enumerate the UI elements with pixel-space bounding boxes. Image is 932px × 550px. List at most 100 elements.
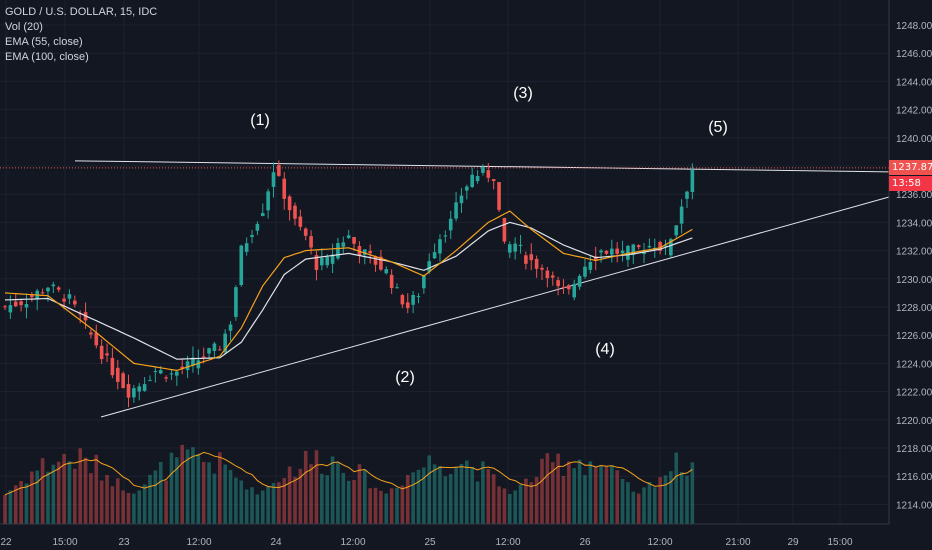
volume-bar bbox=[373, 487, 378, 524]
volume-bar bbox=[658, 477, 662, 524]
volume-bar bbox=[357, 464, 362, 524]
time-axis[interactable]: 22 15:00 23 12:00 24 12:00 25 12:00 26 12:00 21:00… bbox=[0, 523, 889, 548]
candle-body bbox=[663, 245, 668, 247]
volume-bar bbox=[46, 471, 50, 524]
candle-body bbox=[110, 357, 115, 376]
candle-body bbox=[561, 286, 566, 288]
candle-body bbox=[169, 373, 174, 375]
candle-body bbox=[158, 370, 163, 374]
volume-bar bbox=[443, 476, 448, 524]
candle-body bbox=[244, 243, 249, 252]
volume-bar bbox=[647, 482, 652, 524]
volume-bar bbox=[561, 476, 566, 524]
candle-body bbox=[99, 345, 104, 360]
volume-bar bbox=[604, 466, 609, 524]
candle-body bbox=[105, 353, 109, 356]
volume-bar bbox=[448, 473, 453, 524]
candle-body bbox=[373, 256, 378, 265]
candle-body bbox=[572, 283, 577, 298]
volume-bar bbox=[389, 488, 394, 524]
candle-body bbox=[126, 384, 131, 398]
candle-body bbox=[223, 333, 227, 353]
candle-body bbox=[422, 275, 426, 289]
volume-bar bbox=[481, 461, 485, 524]
volume-bar bbox=[19, 481, 23, 524]
price-tick-label: 1242.00 bbox=[896, 106, 932, 117]
volume-bar bbox=[191, 447, 195, 524]
wave-label: (5) bbox=[708, 119, 728, 136]
volume-bar bbox=[642, 487, 646, 524]
volume-bar bbox=[207, 462, 211, 524]
volume-bar bbox=[51, 464, 56, 524]
time-tick-label: 23 bbox=[118, 537, 130, 548]
volume-bar bbox=[83, 457, 88, 524]
time-tick-label: 12:00 bbox=[647, 537, 672, 548]
candle-body bbox=[507, 244, 512, 253]
candle-body bbox=[250, 235, 254, 237]
legend-symbol[interactable]: GOLD / U.S. DOLLAR, 15, IDC bbox=[5, 6, 158, 18]
wave-label: (1) bbox=[250, 112, 270, 129]
volume-bar bbox=[652, 487, 657, 524]
volume-bar bbox=[674, 452, 679, 524]
candle-body bbox=[368, 250, 372, 254]
volume-bar bbox=[169, 452, 174, 524]
volume-bar bbox=[271, 482, 276, 524]
candle-body bbox=[583, 266, 587, 277]
resistance-line bbox=[74, 160, 890, 173]
candle-body bbox=[346, 235, 351, 238]
candle-body bbox=[94, 332, 99, 346]
candle-body bbox=[475, 175, 480, 182]
volume-bar bbox=[67, 461, 72, 524]
candle-body bbox=[588, 261, 593, 270]
volume-bar bbox=[636, 493, 641, 524]
volume-bar bbox=[346, 480, 351, 524]
candle-body bbox=[669, 239, 673, 256]
volume-bar bbox=[626, 482, 630, 524]
candle-body bbox=[255, 223, 260, 231]
volume-bar bbox=[540, 458, 544, 524]
volume-bar bbox=[228, 469, 233, 524]
volume-bar bbox=[30, 471, 34, 524]
volume-bar bbox=[40, 458, 45, 524]
volume-bar bbox=[314, 450, 319, 524]
price-tick-label: 1246.00 bbox=[896, 49, 932, 60]
ema100-line bbox=[4, 221, 693, 360]
legend-ema55[interactable]: EMA (55, close) bbox=[5, 36, 83, 48]
candle-body bbox=[228, 324, 233, 331]
volume-bar bbox=[234, 477, 238, 524]
candle-body bbox=[239, 245, 244, 285]
candlestick-series bbox=[3, 160, 695, 408]
volume-bar bbox=[255, 494, 260, 524]
volume-bar bbox=[132, 493, 136, 524]
candle-body bbox=[352, 237, 356, 244]
volume-bar bbox=[99, 480, 104, 524]
candle-body bbox=[336, 243, 340, 259]
volume-bar bbox=[588, 461, 593, 524]
candle-body bbox=[405, 302, 410, 309]
legend-ema100[interactable]: EMA (100, close) bbox=[5, 51, 89, 63]
candle-body bbox=[132, 388, 136, 398]
candle-body bbox=[518, 244, 523, 247]
candle-body bbox=[362, 249, 367, 255]
legend-volume[interactable]: Vol (20) bbox=[5, 21, 43, 33]
volume-bar bbox=[78, 448, 82, 524]
volume-bar bbox=[513, 490, 517, 524]
volume-bar bbox=[8, 490, 13, 524]
drawing-lines[interactable] bbox=[0, 160, 890, 418]
candle-body bbox=[303, 228, 308, 236]
volume-bar bbox=[330, 456, 335, 524]
candle-body bbox=[67, 294, 72, 299]
volume-bar bbox=[303, 450, 308, 524]
time-tick-label: 25 bbox=[424, 537, 436, 548]
volume-bar bbox=[250, 487, 254, 524]
volume-bar bbox=[368, 488, 372, 524]
volume-bar bbox=[400, 485, 405, 524]
volume-bar bbox=[73, 468, 77, 524]
volume-bar bbox=[475, 481, 480, 524]
volume-bar bbox=[529, 482, 534, 524]
price-tick-label: 1228.00 bbox=[896, 303, 932, 314]
volume-bar bbox=[282, 477, 287, 524]
price-tick-label: 1240.00 bbox=[896, 134, 932, 145]
price-axis[interactable]: 1248.001246.001244.001242.001240.001238.… bbox=[888, 0, 932, 550]
